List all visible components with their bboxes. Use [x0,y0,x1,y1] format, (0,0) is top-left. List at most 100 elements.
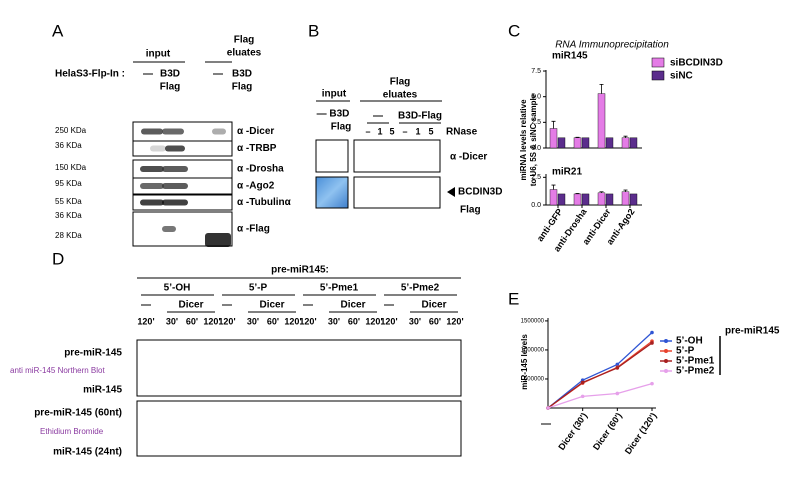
lane-label: B3D [232,69,252,80]
column-header: Flag [390,77,411,88]
lane-label: B3D [160,69,180,80]
legend-marker [664,369,668,373]
legend-label: siBCDIN3D [670,58,723,69]
y-tick-label: 500000 [524,377,545,383]
lane-label: B3D-Flag [398,111,442,122]
panel-d-shapes [136,339,462,457]
antibody-label: α -Drosha [237,164,284,175]
panel-letter: C [508,21,520,40]
band [162,183,188,189]
legend-label: 5’-OH [676,336,703,347]
error-bar [599,191,604,193]
time-label: 60' [267,316,279,326]
row-label: miR-145 [83,385,122,396]
bar [629,137,638,149]
condition-label: Dicer [421,300,446,311]
time-label: 120' [299,316,316,326]
panel-b-shapes [315,100,455,209]
condition-label: Dicer [178,300,203,311]
rnase-lane: 5 [389,126,394,136]
band [150,145,166,152]
y-tick-label: 2.5 [531,119,541,126]
x-tick-label: — [541,419,551,430]
row-label: miR-145 (24nt) [53,447,122,458]
panel-letter: A [52,21,64,40]
lane-label: Flag [331,122,352,133]
group-label: 5’-Pme1 [320,283,359,294]
error-bar [623,135,628,138]
y-tick-label: 0.0 [531,145,541,152]
legend-marker [664,359,668,363]
band [162,166,188,172]
y-axis-label: to U6, 5S & siNC sample [529,93,538,186]
lane-label: — B3D [317,109,350,120]
column-header: eluates [227,48,262,59]
rnase-lane: – [365,126,370,136]
bar [557,137,566,149]
lane-label: — [143,69,153,80]
error-bar [575,192,580,194]
series-line [547,342,653,409]
legend-label: siNC [670,71,693,82]
point [615,366,620,370]
column-header: eluates [383,90,418,101]
bar [597,192,606,206]
lane-label: — [373,111,383,122]
panel-letter: D [52,249,64,268]
row-label: HelaS3-Flp-In : [55,69,125,80]
band [165,145,185,152]
rnase-lane: – [402,126,407,136]
bar [573,137,582,149]
column-header: input [146,49,171,60]
legend-title: pre-miR145 [725,326,780,337]
lane-label: Flag [160,82,181,93]
bar [581,193,590,206]
time-label: 30' [328,316,340,326]
antibody-label: α -Ago2 [237,181,275,192]
y-tick-label: 1000000 [521,348,545,354]
group-label: 5’-OH [164,283,191,294]
band [205,233,231,247]
panel-letter: E [508,289,519,308]
figure-label: pre-miR145: [271,265,329,276]
y-tick-label: 2.5 [531,174,541,181]
antibody-label: α -Tubulinα [237,197,292,208]
point [615,391,620,396]
series-line [547,382,653,409]
error-bar [575,136,580,138]
group-label: 5’-P [249,283,268,294]
rnase-label: RNase [446,127,478,138]
time-label: 60' [429,316,441,326]
time-label: 30' [247,316,259,326]
band [140,183,164,189]
point [580,394,585,399]
point [650,381,654,386]
x-tick-label: Dicer (60') [591,411,624,452]
time-label: 120' [137,316,154,326]
row-label: pre-miR-145 [64,348,122,359]
bar [621,191,630,206]
time-label: 120' [446,316,463,326]
condition-label: — [222,300,232,311]
time-label: 120' [380,316,397,326]
antibody-label: BCDIN3D [458,187,502,198]
rnase-lane: 1 [377,126,382,136]
column-header: Flag [234,35,255,46]
panel-letter: B [308,21,319,40]
time-label: 120' [284,316,301,326]
antibody-label: α -Flag [237,224,270,235]
bar [597,93,606,149]
size-marker: 250 KDa [55,126,87,135]
y-axis-label: miR-145 levels [520,334,529,390]
band [212,128,226,135]
rnase-lane: 5 [428,126,433,136]
bar [605,137,614,149]
point [546,406,550,410]
time-label: 60' [186,316,198,326]
antibody-label: Flag [460,205,481,216]
condition-label: Dicer [259,300,284,311]
condition-label: — [384,300,394,311]
legend-label: 5’-P [676,346,695,357]
legend-marker [664,349,668,353]
y-tick-label: 5.0 [531,94,541,101]
